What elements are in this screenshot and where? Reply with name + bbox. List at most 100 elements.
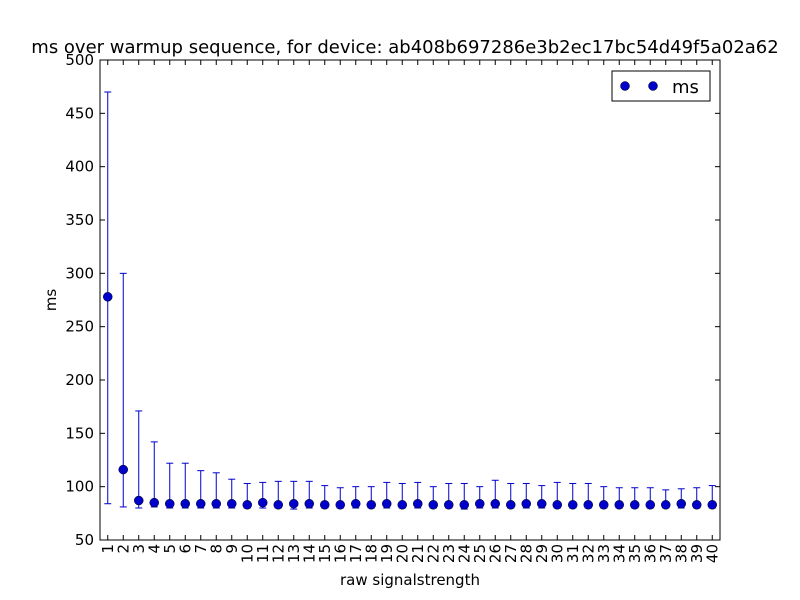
data-point	[320, 500, 330, 510]
data-point	[614, 500, 624, 510]
data-point	[289, 498, 299, 509]
y-tick-label: 300	[65, 264, 94, 282]
data-point	[444, 500, 454, 510]
data-point	[134, 495, 144, 506]
x-tick-label: 16	[331, 544, 349, 563]
x-tick-label: 34	[610, 544, 628, 563]
data-point	[366, 500, 376, 510]
data-point	[382, 498, 392, 509]
data-point	[304, 498, 314, 509]
data-point	[583, 500, 593, 510]
data-point	[165, 498, 175, 509]
x-tick-label: 39	[688, 544, 706, 563]
y-axis: 50 100 150 200 250 300 350 400 450 500	[65, 51, 720, 549]
data-point	[118, 464, 128, 475]
data-point	[413, 498, 423, 509]
data-point	[692, 500, 702, 510]
x-tick-label: 37	[657, 544, 675, 563]
x-tick-label: 1	[99, 544, 117, 554]
y-tick-label: 150	[65, 424, 94, 442]
y-tick-label: 350	[65, 211, 94, 229]
data-point	[537, 498, 547, 509]
x-tick-label: 10	[238, 544, 256, 563]
y-tick-label: 500	[65, 51, 94, 69]
plot-area	[100, 60, 720, 540]
data-point	[428, 500, 438, 510]
x-tick-label: 8	[207, 544, 225, 554]
x-tick-label: 11	[254, 544, 272, 563]
data-point	[568, 500, 578, 510]
x-tick-label: 22	[424, 544, 442, 563]
x-axis-label: raw signalstrength	[340, 571, 480, 589]
x-tick-label: 38	[672, 544, 690, 563]
y-tick-label: 50	[75, 531, 94, 549]
x-tick-label: 9	[223, 544, 241, 554]
x-tick-label: 6	[176, 544, 194, 554]
x-tick-label: 36	[641, 544, 659, 563]
data-points	[103, 292, 717, 510]
data-point	[258, 497, 268, 508]
chart-title: ms over warmup sequence, for device: ab4…	[31, 37, 778, 58]
data-point	[103, 292, 113, 302]
data-point	[645, 500, 655, 510]
x-tick-label: 24	[455, 544, 473, 563]
x-tick-label: 30	[548, 544, 566, 563]
data-point	[351, 498, 361, 509]
x-tick-label: 40	[703, 544, 721, 563]
data-point	[149, 497, 159, 508]
data-point	[630, 500, 640, 510]
data-point	[599, 500, 609, 510]
x-tick-label: 14	[300, 544, 318, 563]
x-tick-label: 32	[579, 544, 597, 563]
data-point	[661, 500, 671, 510]
y-tick-label: 450	[65, 104, 94, 122]
y-tick-label: 250	[65, 318, 94, 336]
x-tick-label: 21	[409, 544, 427, 563]
legend: ms	[611, 70, 711, 102]
data-point	[196, 498, 206, 509]
x-axis: 1234567891011121314151617181920212223242…	[99, 60, 721, 563]
data-point	[227, 498, 237, 509]
data-point	[335, 500, 345, 510]
x-tick-label: 3	[130, 544, 148, 554]
data-point	[180, 498, 190, 509]
x-tick-label: 18	[362, 544, 380, 563]
x-tick-label: 25	[471, 544, 489, 563]
x-tick-label: 28	[517, 544, 535, 563]
x-tick-label: 26	[486, 544, 504, 563]
x-tick-label: 17	[347, 544, 365, 563]
x-tick-label: 13	[285, 544, 303, 563]
x-tick-label: 23	[440, 544, 458, 563]
data-point	[506, 500, 516, 510]
y-tick-label: 400	[65, 158, 94, 176]
data-point	[707, 500, 717, 510]
data-point	[676, 498, 686, 509]
x-tick-label: 2	[114, 544, 132, 554]
x-tick-label: 29	[533, 544, 551, 563]
y-axis-label: ms	[42, 289, 60, 312]
x-tick-label: 4	[145, 544, 163, 554]
x-tick-label: 27	[502, 544, 520, 563]
x-tick-label: 7	[192, 544, 210, 554]
data-point	[521, 498, 531, 509]
data-point	[552, 500, 562, 510]
data-point	[273, 500, 283, 510]
legend-label: ms	[672, 77, 699, 98]
x-tick-label: 20	[393, 544, 411, 563]
data-point	[242, 500, 252, 510]
y-tick-label: 100	[65, 478, 94, 496]
x-tick-label: 5	[161, 544, 179, 554]
legend-marker	[648, 81, 658, 91]
x-tick-label: 15	[316, 544, 334, 563]
x-tick-label: 35	[626, 544, 644, 563]
data-point	[490, 498, 500, 509]
data-point	[459, 500, 469, 510]
x-tick-label: 33	[595, 544, 613, 563]
legend-marker	[620, 81, 630, 91]
x-tick-label: 19	[378, 544, 396, 563]
data-point	[397, 500, 407, 510]
x-tick-label: 12	[269, 544, 287, 563]
plot-frame	[99, 59, 721, 541]
data-point	[211, 498, 221, 509]
